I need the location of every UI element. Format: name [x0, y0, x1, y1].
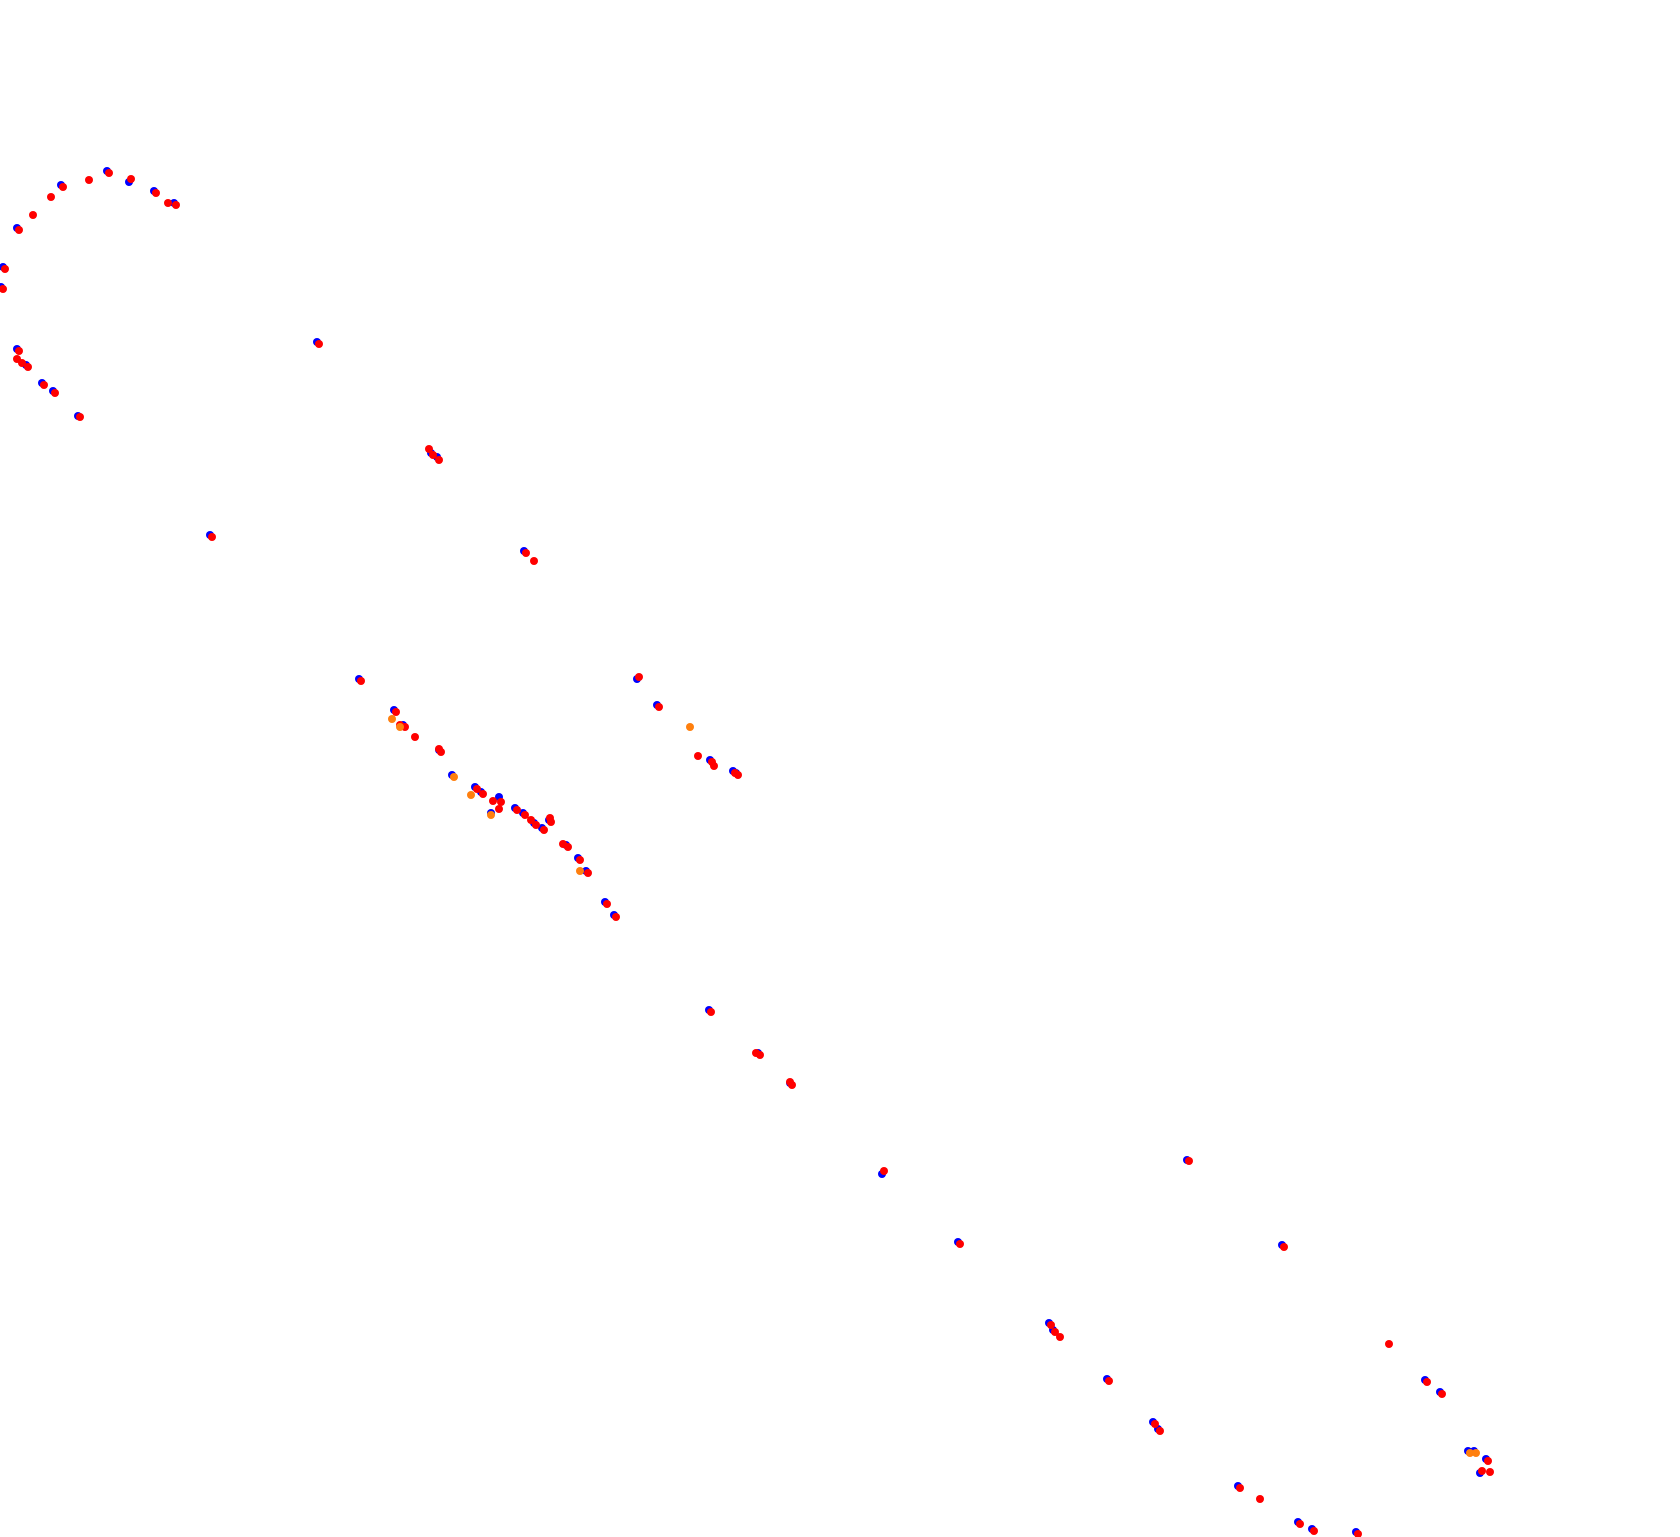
data-point [76, 413, 84, 421]
data-point [1472, 1449, 1480, 1457]
data-point [707, 1008, 715, 1016]
data-point [527, 816, 535, 824]
data-point [15, 347, 23, 355]
data-point [1105, 1377, 1113, 1385]
data-point [1438, 1390, 1446, 1398]
data-point [513, 806, 521, 814]
data-point [164, 199, 172, 207]
data-point [530, 557, 538, 565]
data-point [51, 389, 59, 397]
data-point [435, 745, 443, 753]
data-point [1236, 1484, 1244, 1492]
data-point [1484, 1457, 1492, 1465]
data-point [546, 814, 554, 822]
data-point [1051, 1328, 1059, 1336]
data-point [603, 900, 611, 908]
data-point [1185, 1157, 1193, 1165]
data-point [540, 826, 548, 834]
data-point [15, 226, 23, 234]
data-point [40, 381, 48, 389]
data-point [411, 733, 419, 741]
data-point [1, 265, 9, 273]
series-1 [0, 169, 1494, 1537]
data-point [425, 445, 433, 453]
data-point [208, 533, 216, 541]
data-point [1310, 1527, 1318, 1535]
data-point [495, 805, 503, 813]
data-point [1423, 1378, 1431, 1386]
data-point [47, 193, 55, 201]
data-point [956, 1240, 964, 1248]
data-point [479, 790, 487, 798]
data-point [450, 773, 458, 781]
data-point [1056, 1333, 1064, 1341]
data-point [522, 549, 530, 557]
data-point [13, 355, 21, 363]
data-point [59, 183, 67, 191]
data-point [1256, 1495, 1264, 1503]
data-point [396, 723, 404, 731]
data-point [489, 797, 497, 805]
data-point [686, 723, 694, 731]
data-point [1047, 1321, 1055, 1329]
data-point [786, 1078, 794, 1086]
data-point [1466, 1449, 1474, 1457]
series-0 [0, 167, 1490, 1536]
data-point [388, 715, 396, 723]
data-point [521, 811, 529, 819]
data-point [584, 869, 592, 877]
data-point [1385, 1340, 1393, 1348]
data-point [435, 456, 443, 464]
data-point [105, 169, 113, 177]
data-point [152, 189, 160, 197]
data-point [576, 856, 584, 864]
data-point [734, 771, 742, 779]
data-point [1296, 1520, 1304, 1528]
data-point [694, 752, 702, 760]
data-point [635, 673, 643, 681]
data-point [429, 451, 437, 459]
data-point [497, 798, 505, 806]
data-point [710, 762, 718, 770]
data-point [532, 821, 540, 829]
data-point [1486, 1468, 1494, 1476]
data-point [0, 285, 7, 293]
data-point [487, 811, 495, 819]
data-point [473, 785, 481, 793]
data-point [85, 176, 93, 184]
data-point [655, 703, 663, 711]
data-point [392, 708, 400, 716]
data-point [29, 211, 37, 219]
data-point [559, 840, 567, 848]
data-point [1151, 1420, 1159, 1428]
data-point [24, 363, 32, 371]
data-point [752, 1049, 760, 1057]
data-point [467, 791, 475, 799]
data-point [880, 1167, 888, 1175]
series-2 [388, 715, 1480, 1457]
data-point [612, 913, 620, 921]
data-point [315, 340, 323, 348]
data-point [1478, 1467, 1486, 1475]
data-point [357, 677, 365, 685]
data-point [576, 867, 584, 875]
data-point [1280, 1243, 1288, 1251]
data-point [127, 175, 135, 183]
data-point [1156, 1427, 1164, 1435]
data-point [1354, 1530, 1362, 1537]
data-point [172, 201, 180, 209]
